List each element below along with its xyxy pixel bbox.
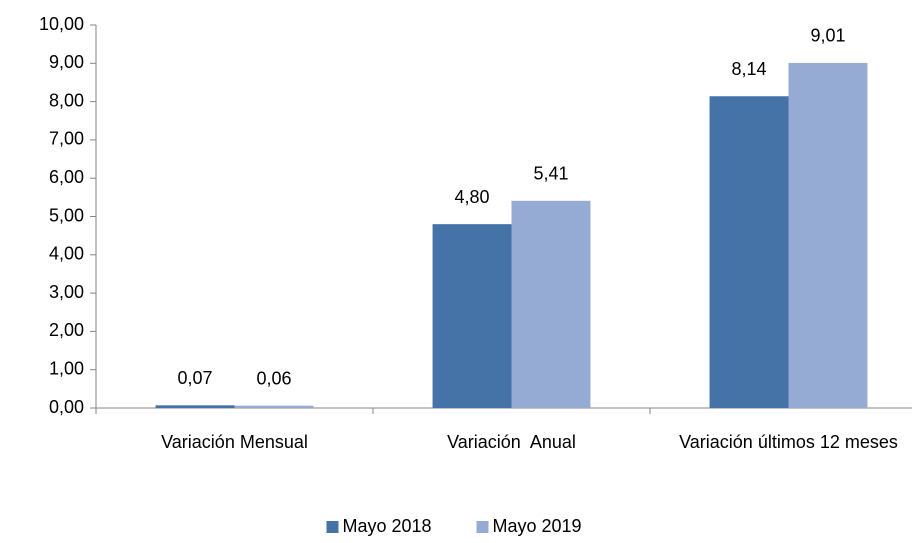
y-tick-label: 7,00 (49, 129, 84, 149)
data-label: 8,14 (732, 59, 767, 79)
bar (709, 96, 789, 408)
y-tick-label: 9,00 (49, 52, 84, 72)
y-tick-label: 6,00 (49, 167, 84, 187)
y-tick-label: 1,00 (49, 358, 84, 378)
legend-swatch (476, 521, 489, 533)
y-tick-label: 8,00 (49, 90, 84, 110)
bar (432, 224, 512, 408)
x-tick-label: Variación Anual (447, 432, 576, 452)
legend-swatch (326, 521, 339, 533)
bar (511, 200, 591, 408)
bar (155, 405, 235, 408)
bar (234, 405, 314, 408)
bar (788, 62, 868, 409)
y-tick-label: 4,00 (49, 244, 84, 264)
legend-label: Mayo 2019 (493, 516, 582, 536)
x-tick-label: Variación últimos 12 meses (679, 432, 898, 452)
data-label: 0,07 (178, 368, 213, 388)
data-label: 5,41 (533, 164, 568, 184)
x-tick-label: Variación Mensual (161, 432, 308, 452)
data-label: 4,80 (455, 187, 490, 207)
y-tick-label: 0,00 (49, 397, 84, 417)
legend-label: Mayo 2018 (343, 516, 432, 536)
data-label: 0,06 (256, 368, 291, 388)
y-tick-label: 5,00 (49, 205, 84, 225)
y-tick-label: 10,00 (39, 14, 84, 34)
y-tick-label: 2,00 (49, 320, 84, 340)
y-tick-label: 3,00 (49, 282, 84, 302)
data-label: 9,01 (810, 26, 845, 46)
